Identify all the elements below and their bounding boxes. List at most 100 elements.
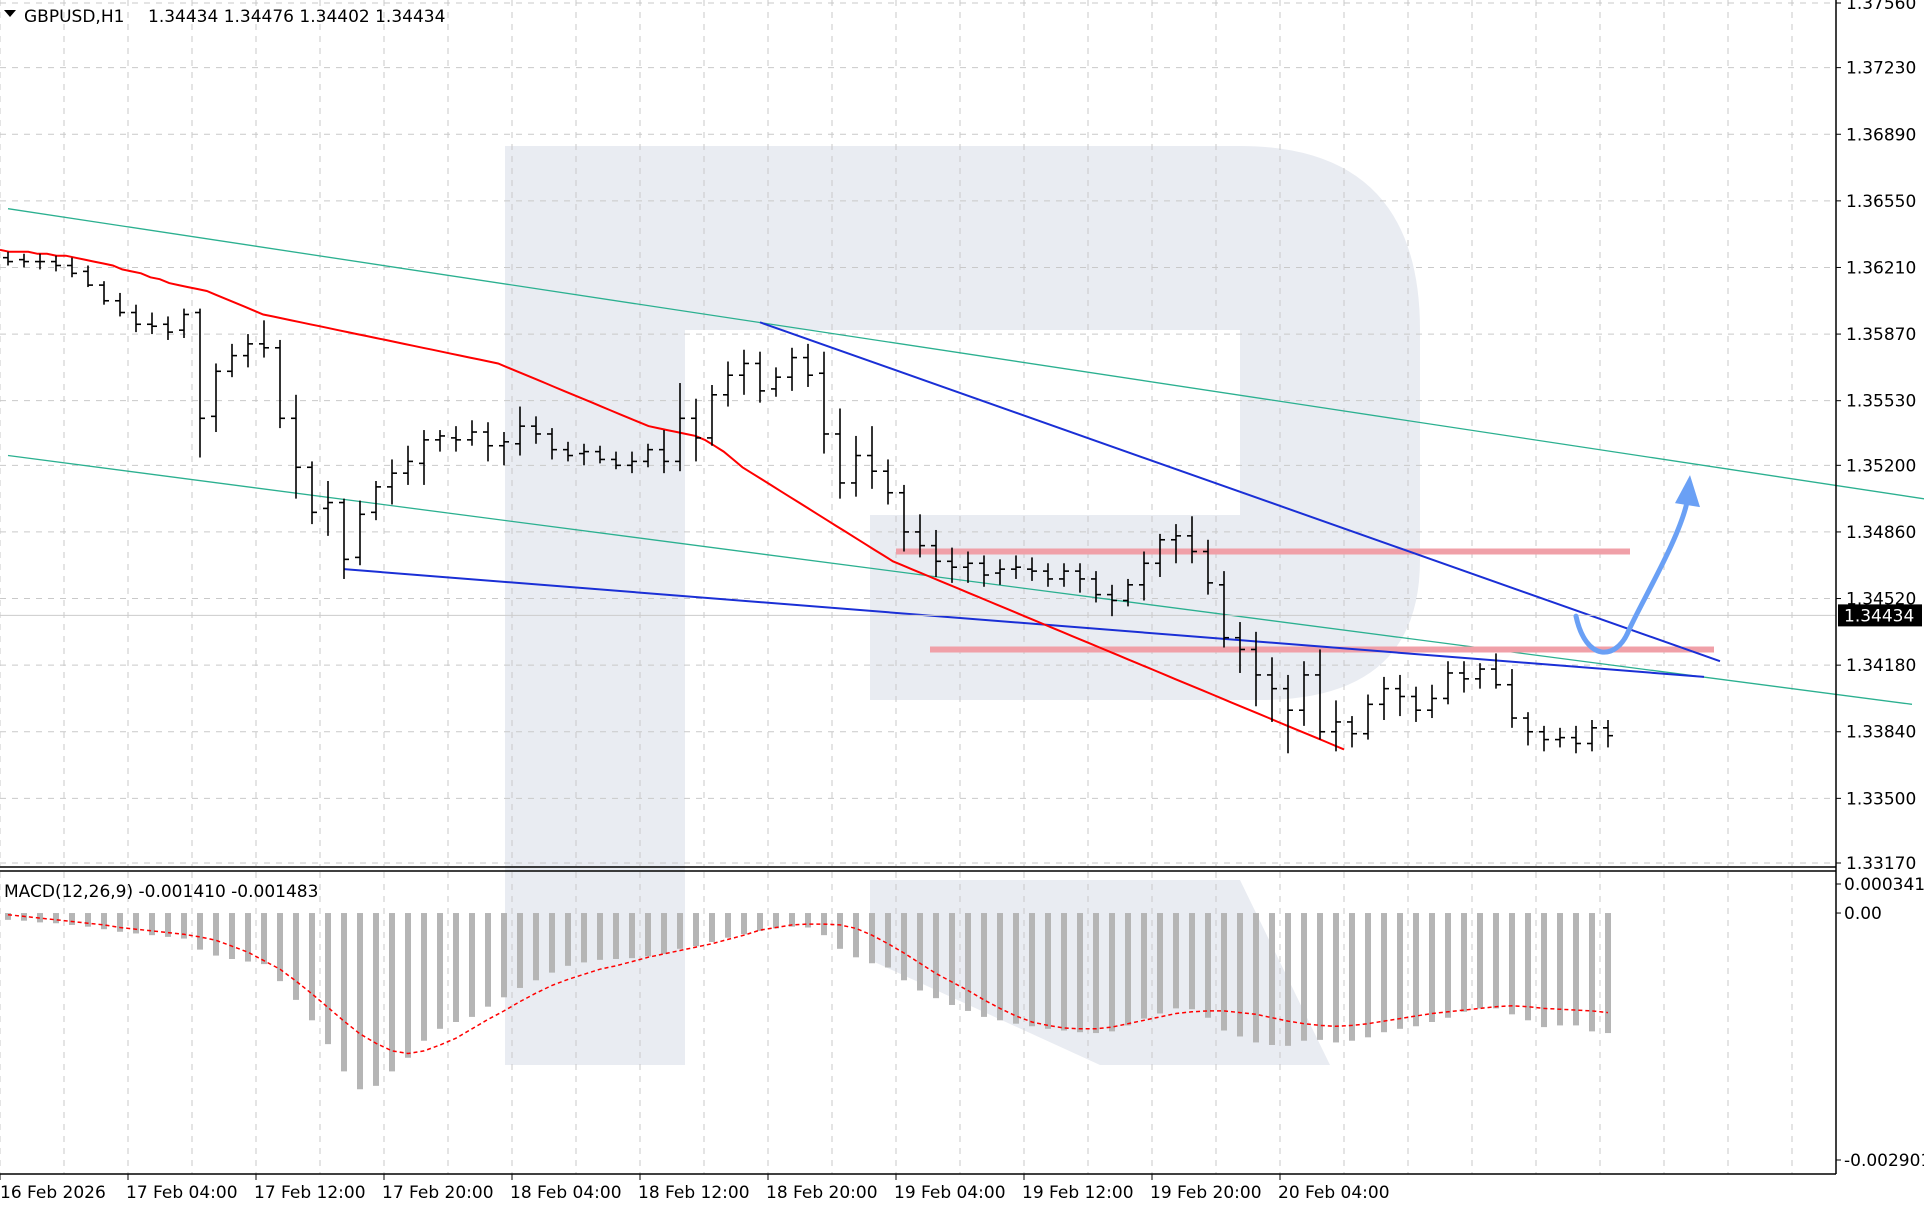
macd-histogram-bar xyxy=(997,913,1003,1021)
macd-histogram-bar xyxy=(501,913,507,998)
price-tick-label: 1.34860 xyxy=(1846,523,1916,543)
ohlc-bar xyxy=(883,459,893,505)
ohlc-values: 1.34434 1.34476 1.34402 1.34434 xyxy=(148,7,445,27)
ohlc-bar xyxy=(963,551,973,583)
ohlc-bar xyxy=(931,529,941,577)
ohlc-bar xyxy=(307,461,317,525)
time-tick-label: 19 Feb 04:00 xyxy=(894,1183,1006,1203)
ohlc-bar xyxy=(947,547,957,583)
ohlc-bar xyxy=(835,408,845,499)
macd-histogram-bar xyxy=(389,913,395,1072)
ohlc-bar xyxy=(1507,669,1517,728)
ohlc-bar xyxy=(611,451,621,470)
macd-histogram-bar xyxy=(1077,913,1083,1033)
moving-average-line xyxy=(0,248,1345,751)
ohlc-bar xyxy=(499,432,509,466)
current-price-tag xyxy=(1838,604,1922,627)
macd-histogram-bar xyxy=(917,913,923,991)
ohlc-bar xyxy=(915,514,925,558)
ohlc-bar xyxy=(1379,676,1389,720)
macd-histogram-bar xyxy=(181,913,187,939)
ohlc-bar xyxy=(691,398,701,462)
ohlc-bar xyxy=(1155,533,1165,577)
ohlc-bar xyxy=(1203,539,1213,595)
macd-histogram-bar xyxy=(5,913,11,920)
macd-histogram-bar xyxy=(1285,913,1291,1046)
macd-histogram-bar xyxy=(133,913,139,934)
macd-histogram-bar xyxy=(85,913,91,927)
ohlc-bar xyxy=(1027,557,1037,581)
price-tick-label: 1.35200 xyxy=(1846,456,1916,476)
ohlc-bar xyxy=(595,445,605,464)
ohlc-bar xyxy=(707,385,717,446)
macd-histogram-bar xyxy=(901,913,907,981)
macd-histogram-bar xyxy=(1557,913,1563,1026)
ohlc-bar xyxy=(1411,686,1421,722)
price-axis[interactable]: 1.37560 1.37230 1.36890 1.36550 1.36210 1.358… xyxy=(1836,0,1924,1171)
macd-histogram-bar xyxy=(1013,913,1019,1024)
ohlc-bar xyxy=(483,422,493,462)
ohlc-bar xyxy=(579,443,589,466)
ohlc-bar xyxy=(339,498,349,579)
ohlc-bar xyxy=(1075,563,1085,593)
macd-histogram-bar xyxy=(1301,913,1307,1041)
ohlc-bar xyxy=(467,420,477,446)
price-tick-label: 1.33170 xyxy=(1846,854,1916,874)
ohlc-bar xyxy=(659,430,669,474)
macd-histogram-bar xyxy=(293,913,299,1000)
macd-label: MACD(12,26,9) -0.001410 -0.001483 xyxy=(4,882,318,902)
macd-histogram-bar xyxy=(1157,913,1163,1014)
ohlc-bar xyxy=(1475,663,1485,689)
macd-histogram-bar xyxy=(597,913,603,960)
macd-histogram-bar xyxy=(485,913,491,1007)
macd-histogram-bar xyxy=(693,913,699,947)
time-tick-label: 16 Feb 2026 xyxy=(0,1183,106,1203)
time-tick-label: 18 Feb 04:00 xyxy=(510,1183,622,1203)
ohlc-bar xyxy=(99,281,109,305)
macd-tick-label: 0.00 xyxy=(1844,904,1882,924)
ohlc-bar xyxy=(995,559,1005,585)
macd-histogram-bar xyxy=(837,913,843,949)
macd-histogram-bar xyxy=(325,913,331,1045)
macd-signal-line xyxy=(7,913,1609,1055)
macd-histogram-bar xyxy=(1093,913,1099,1034)
macd-histogram-bar xyxy=(1605,913,1611,1034)
macd-histogram-bar xyxy=(245,913,251,962)
ohlc-bar xyxy=(275,339,285,429)
ohlc-bar xyxy=(1043,563,1053,587)
macd-histogram-bar xyxy=(1397,913,1403,1029)
macd-histogram-bar xyxy=(1541,913,1547,1028)
macd-histogram-bar xyxy=(469,913,475,1017)
macd-histogram-bar xyxy=(37,913,43,923)
ohlc-bar xyxy=(627,451,637,474)
macd-tick-label: -0.002901 xyxy=(1844,1151,1924,1171)
ohlc-bar xyxy=(1251,631,1261,707)
macd-histogram-bar xyxy=(1173,913,1179,1009)
ohlc-bar xyxy=(1299,661,1309,726)
ohlc-bar xyxy=(1555,727,1565,748)
ohlc-bar xyxy=(51,255,61,272)
macd-histogram-bar xyxy=(549,913,555,973)
ohlc-bar xyxy=(819,351,829,454)
macd-histogram-bar xyxy=(373,913,379,1086)
ohlc-bar xyxy=(1443,661,1453,705)
macd-histogram-bar xyxy=(1509,913,1515,1015)
time-tick-label: 17 Feb 12:00 xyxy=(254,1183,366,1203)
macd-histogram-bar xyxy=(773,913,779,929)
macd-histogram-bar xyxy=(1141,913,1147,1019)
dropdown-triangle-icon[interactable] xyxy=(4,10,16,17)
trend-line xyxy=(343,568,1705,678)
ohlc-bar xyxy=(787,347,797,391)
macd-histogram-bar xyxy=(1253,913,1259,1043)
watermark-shape xyxy=(870,560,1240,700)
macd-histogram-bar xyxy=(1109,913,1115,1032)
ohlc-bar xyxy=(227,343,237,378)
macd-histogram-bar xyxy=(69,913,75,925)
time-axis[interactable]: 16 Feb 2026 17 Feb 04:00 17 Feb 12:00 17 Fe… xyxy=(0,1174,1390,1203)
macd-histogram-bar xyxy=(341,913,347,1072)
time-tick-label: 19 Feb 12:00 xyxy=(1022,1183,1134,1203)
ohlc-bar xyxy=(723,361,733,407)
ohlc-bar xyxy=(515,406,525,456)
ohlc-bar xyxy=(163,316,173,340)
